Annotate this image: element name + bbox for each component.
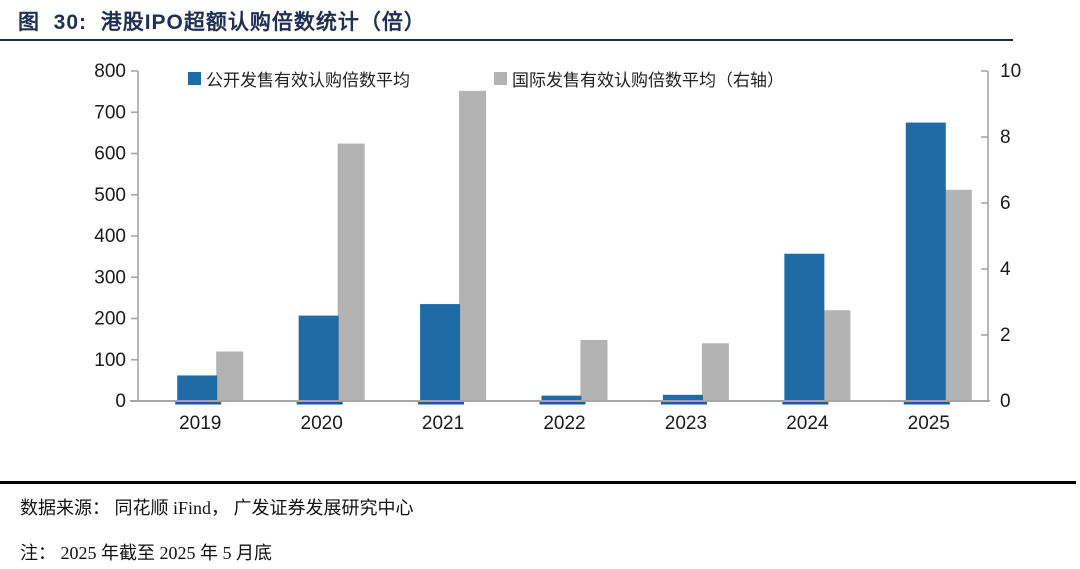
bar-base-accent-2025 bbox=[903, 401, 950, 405]
legend-label-international-offering: 国际发售有效认购倍数平均（右轴） bbox=[512, 71, 784, 90]
figure-title: 图 30: 港股IPO超额认购倍数统计（倍） bbox=[18, 11, 426, 34]
bar-international-2024 bbox=[823, 310, 851, 401]
bar-base-accent-2020 bbox=[296, 401, 343, 405]
left-axis-tick-label-300: 300 bbox=[94, 267, 126, 288]
bar-public-2020 bbox=[298, 315, 339, 401]
footer-rule-divider bbox=[0, 481, 1076, 484]
bar-public-2024 bbox=[784, 253, 825, 401]
bar-international-2025 bbox=[944, 189, 972, 401]
bar-public-2023 bbox=[662, 394, 703, 401]
bar-base-accent-2024 bbox=[782, 401, 829, 405]
bar-chart-canvas: 2019 2020 2021 2022 2023 2024 2025010020030040… bbox=[94, 61, 1021, 434]
x-axis-label-2020: 2020 bbox=[301, 413, 343, 434]
chart-footnote: 注： 2025 年截至 2025 年 5 月底 bbox=[20, 543, 272, 563]
bar-international-2022 bbox=[580, 339, 608, 401]
right-axis-tick-label-4: 4 bbox=[1000, 259, 1011, 280]
bar-international-2023 bbox=[701, 343, 729, 401]
left-axis-tick-label-600: 600 bbox=[94, 144, 126, 165]
right-axis-tick-label-8: 8 bbox=[1000, 127, 1011, 148]
bar-international-2020 bbox=[337, 143, 365, 401]
x-axis-label-2024: 2024 bbox=[786, 413, 829, 434]
left-axis-tick-label-0: 0 bbox=[115, 391, 126, 412]
left-axis-tick-label-800: 800 bbox=[94, 61, 126, 82]
x-axis-label-2019: 2019 bbox=[179, 413, 221, 434]
left-axis-tick-label-200: 200 bbox=[94, 309, 126, 330]
right-axis-tick-label-6: 6 bbox=[1000, 193, 1011, 214]
title-rule-divider bbox=[0, 39, 1013, 41]
right-axis-tick-label-0: 0 bbox=[1000, 391, 1011, 412]
bar-public-2022 bbox=[541, 395, 582, 401]
data-source-note: 数据来源： 同花顺 iFind， 广发证券发展研究中心 bbox=[20, 498, 414, 518]
right-axis-tick-label-10: 10 bbox=[1000, 61, 1021, 82]
legend-item-international-offering: 国际发售有效认购倍数平均（右轴） bbox=[494, 66, 784, 91]
bar-international-2021 bbox=[459, 90, 487, 402]
legend-item-public-offering: 公开发售有效认购倍数平均 bbox=[188, 66, 410, 91]
bar-base-accent-2022 bbox=[539, 401, 586, 405]
right-axis-tick-label-2: 2 bbox=[1000, 325, 1011, 346]
left-axis-tick-label-700: 700 bbox=[94, 102, 126, 123]
left-axis-tick-label-400: 400 bbox=[94, 226, 126, 247]
left-axis-tick-label-500: 500 bbox=[94, 185, 126, 206]
left-axis-tick-label-100: 100 bbox=[94, 350, 126, 371]
bar-public-2019 bbox=[177, 375, 218, 401]
bar-base-accent-2023 bbox=[660, 401, 707, 405]
bar-chart: 2019 2020 2021 2022 2023 2024 2025 0 100 200 300 40… bbox=[94, 61, 1021, 434]
x-axis-label-2023: 2023 bbox=[665, 413, 707, 434]
bar-public-2021 bbox=[420, 304, 461, 401]
bar-public-2025 bbox=[905, 122, 946, 401]
legend-swatch-blue-icon bbox=[188, 72, 201, 85]
bar-base-accent-2021 bbox=[418, 401, 465, 405]
x-axis-label-2022: 2022 bbox=[543, 413, 585, 434]
x-axis-label-2021: 2021 bbox=[422, 413, 464, 434]
chart-legend: 公开发售有效认购倍数平均 国际发售有效认购倍数平均（右轴） bbox=[188, 66, 784, 91]
bar-international-2019 bbox=[216, 351, 244, 401]
x-axis-label-2025: 2025 bbox=[908, 413, 950, 434]
legend-swatch-gray-icon bbox=[494, 72, 507, 85]
legend-label-public-offering: 公开发售有效认购倍数平均 bbox=[206, 71, 410, 90]
bar-base-accent-2019 bbox=[175, 401, 222, 405]
